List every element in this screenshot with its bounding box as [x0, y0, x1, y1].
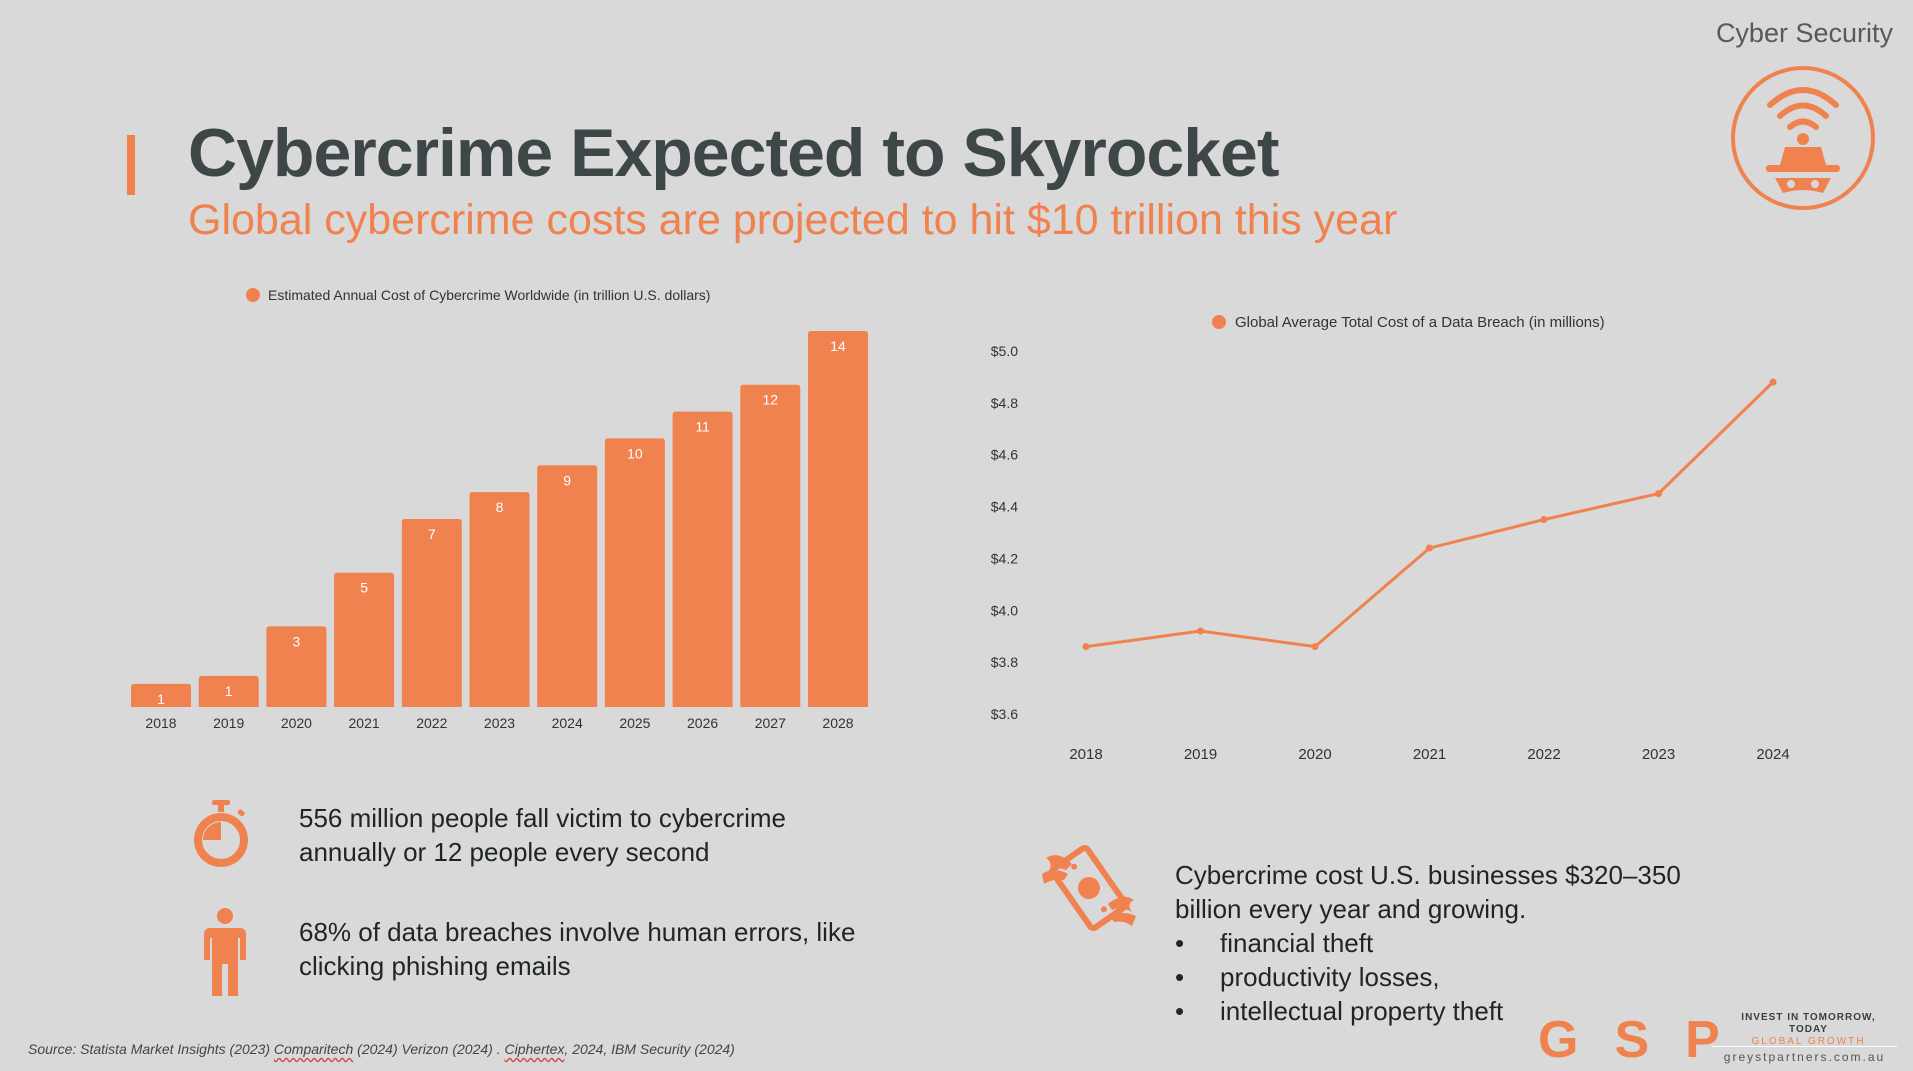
line-point-2020	[1311, 643, 1319, 651]
source-citation: Source: Statista Market Insights (2023) …	[28, 1041, 735, 1057]
bar-x-tick-label: 2023	[484, 715, 515, 731]
ciphertex-link[interactable]: Ciphertex	[504, 1041, 565, 1057]
bullet-item: • intellectual property theft	[1175, 996, 1504, 1026]
bar-value-label: 7	[428, 526, 436, 542]
flying-money-icon	[1042, 845, 1136, 931]
bar-x-tick-label: 2019	[213, 715, 244, 731]
human-error-stat: 68% of data breaches involve human error…	[299, 917, 856, 981]
line-x-tick-label: 2024	[1756, 746, 1789, 763]
line-point-2019	[1197, 627, 1204, 635]
bar-2020	[266, 626, 327, 707]
title-accent-bar	[127, 135, 135, 195]
line-y-tick-label: $5.0	[991, 343, 1018, 359]
business-cost-stat: Cybercrime cost U.S. businesses $320–350…	[1175, 858, 1735, 1028]
line-y-tick-label: $3.6	[991, 706, 1018, 722]
line-y-tick-label: $4.8	[991, 395, 1018, 411]
company-tagline: INVEST IN TOMORROW, TODAY GLOBAL GROWTH	[1741, 1012, 1876, 1047]
bar-x-tick-label: 2024	[552, 715, 583, 731]
bar-value-label: 3	[293, 633, 301, 649]
bar-x-tick-label: 2025	[619, 715, 650, 731]
bar-x-tick-label: 2028	[822, 715, 853, 731]
line-legend-marker	[1212, 315, 1226, 329]
bar-x-tick-label: 2022	[416, 715, 447, 731]
line-point-2023	[1655, 490, 1662, 498]
bar-value-label: 12	[763, 392, 779, 408]
line-x-tick-label: 2018	[1069, 746, 1102, 763]
gsp-logo: GSP	[1538, 1011, 1756, 1069]
bar-legend-label: Estimated Annual Cost of Cybercrime Worl…	[268, 287, 710, 303]
bar-value-label: 14	[830, 338, 846, 354]
page-subtitle: Global cybercrime costs are projected to…	[188, 196, 1398, 244]
bar-2024	[537, 465, 598, 707]
line-x-tick-label: 2019	[1184, 746, 1217, 763]
bar-2026	[672, 411, 733, 707]
bar-value-label: 5	[360, 580, 368, 596]
bar-2021	[334, 572, 395, 707]
comparitech-link[interactable]: Comparitech	[273, 1041, 354, 1057]
line-x-tick-label: 2020	[1298, 746, 1331, 763]
line-legend-label: Global Average Total Cost of a Data Brea…	[1235, 314, 1605, 331]
page-title: Cybercrime Expected to Skyrocket	[188, 115, 1279, 191]
bullet-item: • financial theft	[1175, 928, 1374, 958]
company-website: greystpartners.com.au	[1712, 1046, 1897, 1064]
line-series	[1085, 381, 1775, 649]
line-x-tick-label: 2023	[1642, 746, 1675, 763]
line-point-2018	[1082, 643, 1090, 651]
bar-value-label: 11	[695, 419, 710, 435]
bullet-item: • productivity losses,	[1175, 962, 1440, 992]
bar-x-tick-label: 2018	[145, 715, 176, 731]
bar-2019	[198, 675, 259, 707]
stopwatch-icon	[194, 800, 248, 867]
victims-stat: 556 million people fall victim to cyberc…	[299, 803, 786, 867]
line-y-tick-label: $4.0	[991, 602, 1018, 618]
line-y-tick-label: $3.8	[991, 654, 1018, 670]
line-x-tick-label: 2021	[1413, 746, 1446, 763]
bar-x-tick-label: 2020	[281, 715, 312, 731]
bar-legend-marker	[246, 288, 260, 302]
category-label: Cyber Security	[1715, 18, 1893, 48]
bar-2022	[401, 519, 462, 707]
bar-x-tick-label: 2027	[755, 715, 786, 731]
bar-2018	[131, 683, 191, 707]
bar-value-label: 1	[225, 683, 233, 699]
bar-x-tick-label: 2021	[349, 715, 380, 731]
line-y-tick-label: $4.2	[991, 550, 1018, 566]
bar-value-label: 10	[627, 445, 643, 461]
line-point-2021	[1426, 544, 1433, 552]
bar-value-label: 8	[496, 499, 504, 515]
person-icon	[204, 908, 246, 996]
charts-canvas: Estimated Annual Cost of Cybercrime Worl…	[131, 287, 1790, 763]
line-point-2024	[1769, 378, 1777, 386]
line-y-tick-label: $4.6	[991, 447, 1018, 463]
bar-x-tick-label: 2026	[687, 715, 718, 731]
line-point-2022	[1540, 516, 1548, 524]
line-y-tick-label: $4.4	[991, 499, 1018, 515]
bar-value-label: 1	[157, 691, 165, 707]
bar-2023	[469, 492, 530, 707]
hacker-wifi-icon	[1731, 66, 1875, 210]
bar-2025	[604, 438, 665, 707]
line-x-tick-label: 2022	[1527, 746, 1560, 763]
bar-2028	[808, 331, 868, 707]
cost-bullet-list: • financial theft • productivity losses, •…	[1175, 926, 1735, 1028]
bar-2027	[740, 384, 801, 707]
business-cost-text: Cybercrime cost U.S. businesses $320–350…	[1175, 860, 1681, 924]
bar-value-label: 9	[563, 472, 571, 488]
